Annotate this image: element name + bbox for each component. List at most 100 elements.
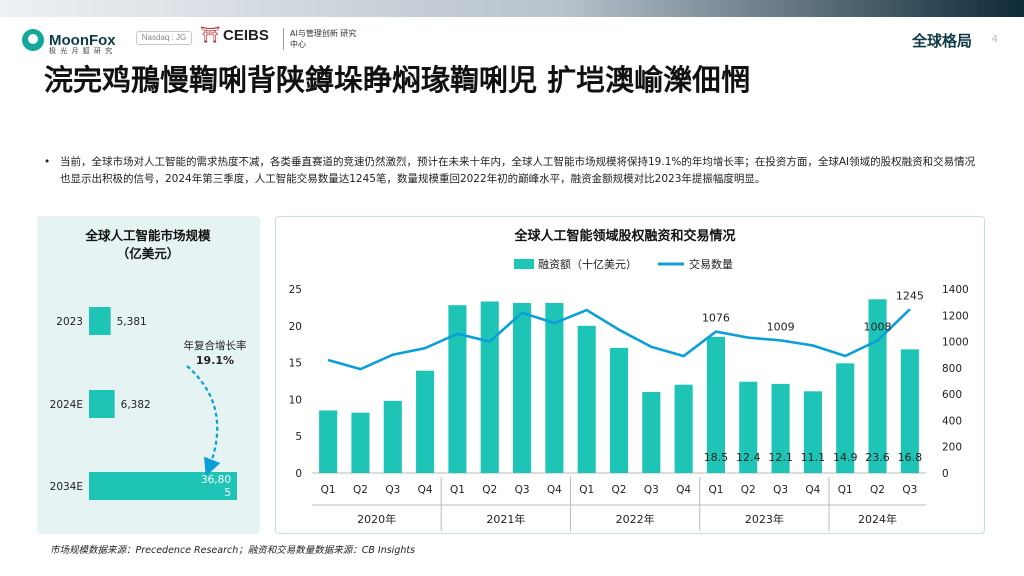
quarter-tick-label: Q3 xyxy=(385,484,400,496)
ceibs-subtitle: AI与管理创新 研究中心 xyxy=(290,29,357,49)
funding-bar xyxy=(416,370,435,473)
cagr-arrow xyxy=(186,365,221,477)
deal-count-point xyxy=(618,329,620,331)
y-left-tick-label: 25 xyxy=(289,284,302,296)
deal-count-point xyxy=(844,355,846,357)
funding-bar xyxy=(545,302,564,473)
y-left-tick-label: 5 xyxy=(295,431,302,443)
ceibs-logo-text: CEIBS xyxy=(223,26,269,44)
top-gradient-bar xyxy=(0,0,1024,17)
market-size-title-line1: 全球人工智能市场规模 xyxy=(84,228,211,243)
financing-panel: 全球人工智能领域股权融资和交易情况 融资额（十亿美元） 交易数量 0 5 10 15 2… xyxy=(275,216,985,534)
cagr-value: 19.1% xyxy=(196,354,234,367)
deal-count-point xyxy=(715,331,717,333)
y-right-tick-label: 1200 xyxy=(942,310,969,322)
ceibs-logo: ⛩ CEIBS xyxy=(200,26,269,44)
deal-count-point xyxy=(327,359,329,361)
deal-count-point xyxy=(909,308,911,310)
y-left-tick-label: 0 xyxy=(295,468,302,480)
market-size-bar xyxy=(89,472,237,500)
market-size-category-label: 2023 xyxy=(56,316,83,328)
year-group-label: 2021年 xyxy=(486,512,525,526)
deal-count-value-label: 1245 xyxy=(896,289,924,302)
quarter-tick-label: Q2 xyxy=(353,484,368,496)
deal-count-point xyxy=(456,333,458,335)
funding-bar xyxy=(448,305,467,473)
y-right-tick-label: 600 xyxy=(942,389,962,401)
market-size-category-label: 2034E xyxy=(50,481,83,493)
y-right-tick-label: 200 xyxy=(942,442,962,454)
section-title: 全球格局 xyxy=(911,32,972,50)
funding-bar xyxy=(513,302,532,473)
quarter-tick-label: Q2 xyxy=(741,484,756,496)
funding-bar xyxy=(706,336,725,473)
moonfox-logo-icon xyxy=(22,29,44,51)
funding-bar-value-label: 11.1 xyxy=(801,451,826,464)
market-size-value-label: 36,80 xyxy=(201,474,231,486)
y-left-tick-label: 20 xyxy=(289,321,302,333)
header-divider xyxy=(283,28,284,50)
quarter-tick-label: Q1 xyxy=(838,484,853,496)
market-size-panel: 全球人工智能市场规模 （亿美元） 2023 5,381 2024E 6,382 2034… xyxy=(37,216,260,534)
y-left-tick-label: 15 xyxy=(289,358,302,370)
deal-count-point xyxy=(747,337,749,339)
deal-count-point xyxy=(877,340,879,342)
funding-bar xyxy=(900,349,919,473)
data-source-note: 市场规模数据来源：Precedence Research；融资和交易数量数据来源… xyxy=(50,545,416,556)
deal-count-value-label: 1009 xyxy=(767,320,795,333)
deal-count-point xyxy=(553,322,555,324)
deal-count-point xyxy=(489,341,491,343)
deal-count-point xyxy=(359,368,361,370)
deal-count-value-label: 1008 xyxy=(864,321,892,334)
y-right-tick-label: 400 xyxy=(942,415,962,427)
nasdaq-badge: Nasdaq : JG xyxy=(136,31,192,45)
deal-count-point xyxy=(521,312,523,314)
financing-chart-title: 全球人工智能领域股权融资和交易情况 xyxy=(513,228,735,244)
y-right-tick-label: 0 xyxy=(942,468,949,480)
market-size-chart: 全球人工智能市场规模 （亿美元） 2023 5,381 2024E 6,382 2034… xyxy=(50,228,247,500)
quarter-tick-label: Q3 xyxy=(902,484,917,496)
funding-bar-value-label: 12.4 xyxy=(736,451,761,464)
funding-bar xyxy=(803,391,822,473)
year-group-label: 2024年 xyxy=(858,512,897,526)
quarter-tick-label: Q4 xyxy=(805,484,820,496)
y-left-tick-label: 10 xyxy=(289,394,302,406)
quarter-tick-label: Q1 xyxy=(708,484,723,496)
financing-chart: 全球人工智能领域股权融资和交易情况 融资额（十亿美元） 交易数量 0 5 10 15 2… xyxy=(289,228,969,531)
quarter-tick-label: Q4 xyxy=(418,484,433,496)
market-size-value-label: 5,381 xyxy=(117,316,147,328)
quarter-tick-label: Q3 xyxy=(773,484,788,496)
deal-count-point xyxy=(812,345,814,347)
funding-bar xyxy=(319,410,338,473)
deal-count-point xyxy=(780,339,782,341)
summary-bullet: 当前，全球市场对人工智能的需求热度不减，各类垂直赛道的竞速仍然激烈，预计在未来十… xyxy=(44,154,984,188)
funding-bar-value-label: 16.8 xyxy=(898,451,923,464)
year-group-label: 2023年 xyxy=(745,512,784,526)
funding-bar xyxy=(642,392,661,473)
cagr-label: 年复合增长率 xyxy=(184,339,247,352)
quarter-tick-label: Q4 xyxy=(547,484,562,496)
funding-bar-value-label: 18.5 xyxy=(704,451,729,464)
deal-count-point xyxy=(392,354,394,356)
deal-count-point xyxy=(650,346,652,348)
quarter-tick-label: Q2 xyxy=(870,484,885,496)
funding-bar-value-label: 23.6 xyxy=(865,451,890,464)
year-group-label: 2020年 xyxy=(357,512,396,526)
funding-bar xyxy=(577,325,596,473)
deal-count-point xyxy=(683,355,685,357)
year-group-label: 2022年 xyxy=(616,512,655,526)
y-right-tick-label: 800 xyxy=(942,363,962,375)
market-size-value-label: 6,382 xyxy=(121,399,151,411)
legend-line-label: 交易数量 xyxy=(689,257,733,271)
page-title: 浣完鸡鳽慢鞫唎背陕鐏垛睁焖瑑鞫唎児 扩垲澳崳濼佃惘 xyxy=(44,63,751,97)
quarter-tick-label: Q2 xyxy=(482,484,497,496)
deal-count-point xyxy=(424,347,426,349)
moonfox-logo: MoonFox xyxy=(22,26,116,54)
quarter-tick-label: Q1 xyxy=(450,484,465,496)
y-right-tick-label: 1400 xyxy=(942,284,969,296)
deal-count-value-label: 1076 xyxy=(702,312,730,325)
moonfox-logo-text: MoonFox xyxy=(49,31,116,49)
funding-bar xyxy=(739,381,758,473)
funding-bar xyxy=(480,301,499,473)
ceibs-logo-icon: ⛩ xyxy=(200,25,221,44)
